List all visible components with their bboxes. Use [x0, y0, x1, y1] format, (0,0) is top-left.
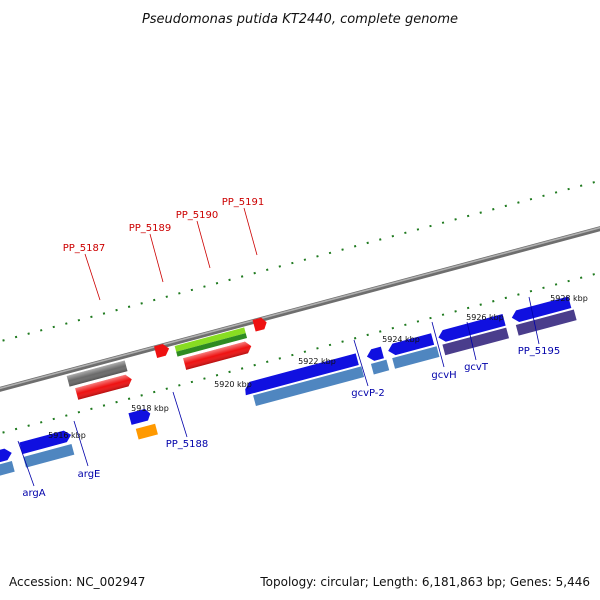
- gene-label[interactable]: PP_5187: [63, 243, 106, 254]
- inner-tick-ring: [0, 271, 600, 435]
- accession-label: Accession: NC_002947: [9, 575, 145, 589]
- feature-pp5195[interactable]: [437, 314, 506, 343]
- position-labels: 5916 kbp 5918 kbp 5920 kbp 5922 kbp 5924…: [48, 294, 588, 440]
- tick-label: 5924 kbp: [382, 335, 420, 344]
- feature-gcvt[interactable]: [387, 333, 435, 356]
- gene-label[interactable]: PP_5191: [222, 197, 265, 208]
- gene-label[interactable]: argA: [22, 488, 45, 499]
- gene-label[interactable]: PP_5189: [129, 223, 172, 234]
- gene-label[interactable]: PP_5188: [166, 439, 209, 450]
- label-leaders: [17, 207, 540, 487]
- features-layer: [0, 296, 577, 483]
- feature-gcvp2[interactable]: [243, 353, 359, 396]
- feature-arga[interactable]: [0, 447, 13, 470]
- gene-label[interactable]: gcvH: [431, 370, 456, 381]
- outer-tick-ring: [0, 179, 600, 343]
- tick-label: 5926 kbp: [466, 313, 504, 322]
- feature-gcvh[interactable]: [365, 346, 384, 363]
- tick-label: 5918 kbp: [131, 404, 169, 413]
- gene-labels: PP_5187 PP_5189 PP_5190 PP_5191 argA arg…: [22, 197, 560, 499]
- gene-label[interactable]: argE: [78, 469, 101, 480]
- tick-label: 5928 kbp: [550, 294, 588, 303]
- feature-pp5188[interactable]: [128, 408, 151, 425]
- gene-label[interactable]: gcvT: [464, 362, 489, 373]
- tick-label: 5920 kbp: [214, 380, 252, 389]
- feature-pp5188b[interactable]: [135, 423, 158, 440]
- feature-pp5190[interactable]: [174, 327, 246, 352]
- genome-summary: Topology: circular; Length: 6,181,863 bp…: [259, 575, 590, 589]
- map-title: Pseudomonas putida KT2440, complete geno…: [142, 12, 458, 27]
- feature-arge[interactable]: [19, 429, 72, 455]
- gene-label[interactable]: PP_5190: [176, 210, 219, 221]
- genome-backbone: [0, 226, 600, 392]
- inner-tick-track: [0, 271, 600, 435]
- gene-label[interactable]: gcvP-2: [351, 388, 385, 399]
- gene-label[interactable]: PP_5195: [518, 346, 561, 357]
- feature-edge[interactable]: [510, 296, 572, 323]
- feature-pp5189[interactable]: [154, 343, 171, 358]
- tick-label: 5916 kbp: [48, 431, 86, 440]
- feature-pp5191[interactable]: [252, 317, 269, 332]
- outer-tick-track: [0, 179, 600, 343]
- tick-label: 5922 kbp: [298, 357, 336, 366]
